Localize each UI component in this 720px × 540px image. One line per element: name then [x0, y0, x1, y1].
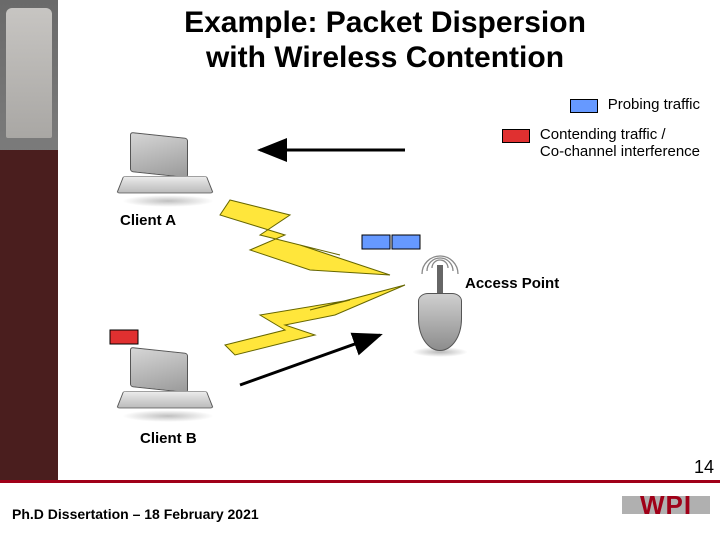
divider-line-top [0, 480, 720, 483]
diagram-overlay [60, 90, 710, 460]
footer-text: Ph.D Dissertation – 18 February 2021 [12, 506, 259, 522]
page-number: 14 [694, 457, 714, 478]
sidebar-photo [0, 0, 58, 480]
wpi-logo-text: WPI [622, 490, 710, 521]
slide-title: Example: Packet Dispersion with Wireless… [60, 6, 710, 75]
title-line-2: with Wireless Contention [206, 41, 564, 74]
diagram-area: Probing traffic Contending traffic / Co-… [60, 90, 710, 460]
wpi-logo: WPI [622, 486, 710, 530]
title-line-1: Example: Packet Dispersion [184, 6, 586, 39]
